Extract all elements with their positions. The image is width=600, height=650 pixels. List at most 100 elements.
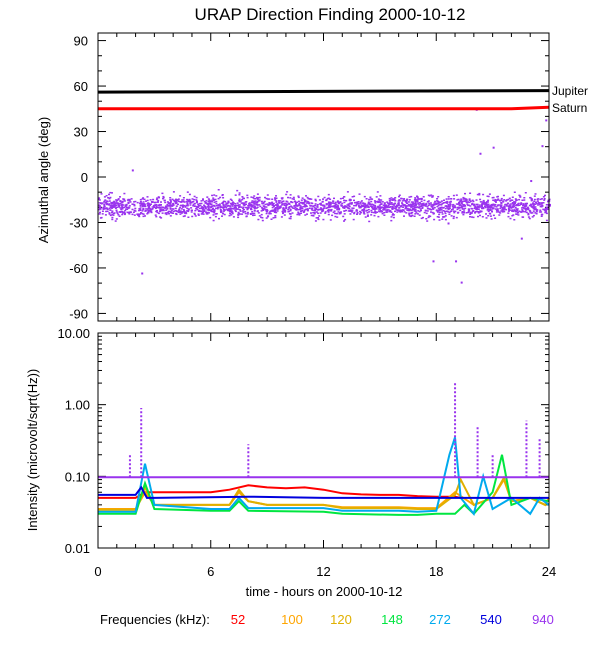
direction-point xyxy=(139,204,142,206)
direction-point xyxy=(534,206,537,208)
direction-point xyxy=(532,202,535,205)
direction-point xyxy=(411,211,414,214)
direction-point xyxy=(412,208,414,210)
direction-point xyxy=(419,203,422,205)
direction-point xyxy=(217,206,219,209)
direction-point xyxy=(332,205,335,208)
direction-point xyxy=(459,200,462,203)
direction-point xyxy=(473,203,476,206)
direction-point xyxy=(412,201,414,203)
direction-point xyxy=(156,197,159,199)
direction-point xyxy=(103,206,106,208)
direction-point xyxy=(394,207,397,210)
direction-outlier xyxy=(460,281,463,284)
direction-point xyxy=(450,198,453,200)
direction-point xyxy=(355,210,358,212)
direction-point xyxy=(287,208,290,211)
direction-point xyxy=(413,208,416,210)
direction-point xyxy=(179,211,182,214)
direction-point xyxy=(427,208,430,210)
direction-point xyxy=(168,204,171,207)
direction-point xyxy=(390,199,393,201)
direction-point xyxy=(524,202,527,205)
direction-point xyxy=(229,198,232,201)
direction-point xyxy=(176,210,179,213)
direction-point xyxy=(207,204,210,206)
direction-point xyxy=(146,213,149,215)
direction-point xyxy=(503,199,506,201)
direction-point xyxy=(116,206,119,208)
direction-point xyxy=(271,201,274,204)
direction-point xyxy=(523,199,526,201)
direction-point xyxy=(436,200,438,202)
direction-point xyxy=(193,205,196,207)
direction-point xyxy=(545,219,548,222)
direction-point xyxy=(401,203,404,205)
direction-point xyxy=(253,205,256,207)
direction-point xyxy=(325,203,328,206)
direction-point xyxy=(154,214,157,216)
direction-point xyxy=(166,208,169,210)
direction-point xyxy=(172,204,175,206)
direction-point xyxy=(250,196,253,198)
direction-point xyxy=(142,204,145,206)
direction-point xyxy=(234,210,237,213)
direction-point xyxy=(437,209,440,212)
direction-point xyxy=(158,196,160,199)
direction-point xyxy=(117,198,120,200)
direction-point xyxy=(486,195,489,197)
direction-point xyxy=(414,200,417,202)
direction-point xyxy=(341,197,344,199)
direction-point xyxy=(388,197,391,200)
direction-point xyxy=(308,202,311,204)
direction-point xyxy=(211,194,214,197)
direction-point xyxy=(402,199,405,201)
direction-point xyxy=(418,198,421,200)
direction-point xyxy=(337,202,340,205)
direction-point xyxy=(513,191,516,193)
direction-point xyxy=(532,214,535,217)
direction-point xyxy=(361,209,364,212)
direction-point xyxy=(485,213,487,215)
azimuth-y-tick-label: 0 xyxy=(81,170,88,185)
direction-point xyxy=(460,204,463,206)
direction-point xyxy=(467,204,470,206)
direction-point xyxy=(321,210,324,213)
direction-point xyxy=(506,199,508,201)
direction-outlier xyxy=(447,222,450,225)
direction-point xyxy=(478,211,481,213)
direction-outlier xyxy=(455,260,458,263)
direction-point xyxy=(490,205,493,207)
direction-point xyxy=(274,215,277,217)
direction-point xyxy=(162,208,165,211)
direction-point xyxy=(487,203,490,206)
direction-point xyxy=(108,203,111,205)
direction-point xyxy=(431,211,434,214)
direction-point xyxy=(149,210,152,213)
direction-point xyxy=(279,200,282,202)
direction-point xyxy=(334,207,337,209)
direction-point xyxy=(442,210,445,212)
direction-outlier xyxy=(541,145,544,148)
direction-point xyxy=(315,208,318,211)
direction-point xyxy=(215,200,218,203)
direction-point xyxy=(418,207,421,209)
direction-point xyxy=(383,202,386,204)
direction-point xyxy=(436,205,439,208)
direction-point xyxy=(358,205,361,208)
direction-point xyxy=(381,201,384,203)
direction-point xyxy=(308,207,311,209)
direction-point xyxy=(339,197,342,200)
direction-point xyxy=(391,203,394,206)
azimuth-axis-label: Azimuthal angle (deg) xyxy=(36,117,51,243)
direction-point xyxy=(119,200,122,202)
direction-point xyxy=(111,211,113,214)
direction-point xyxy=(236,189,239,192)
direction-point xyxy=(466,203,469,205)
direction-point xyxy=(300,212,302,214)
direction-point xyxy=(206,202,209,205)
direction-point xyxy=(410,209,413,211)
direction-point xyxy=(173,200,176,203)
direction-point xyxy=(478,206,481,208)
direction-point xyxy=(133,201,136,203)
